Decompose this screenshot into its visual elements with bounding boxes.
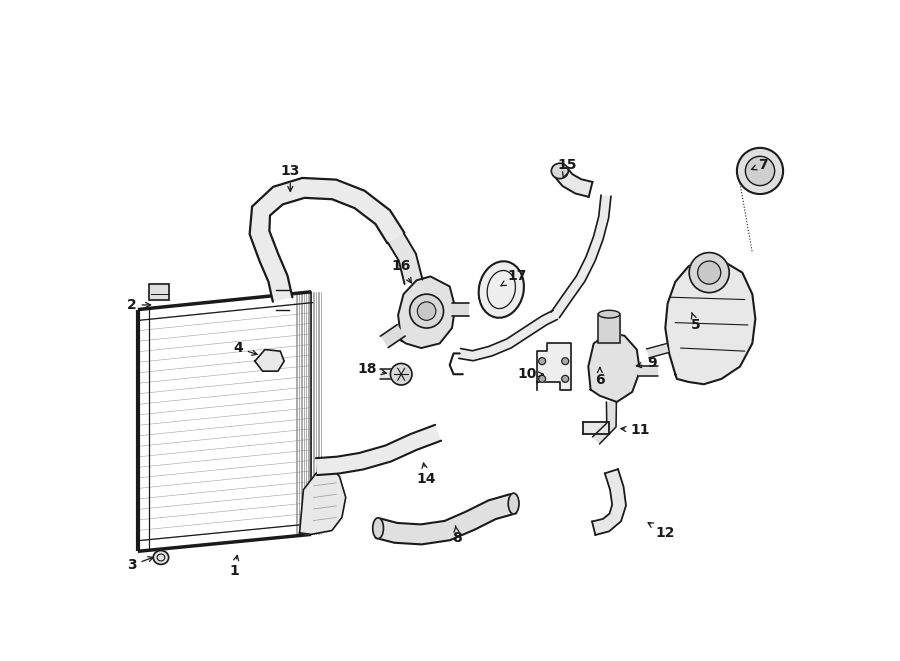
Text: 2: 2 xyxy=(127,298,150,312)
Polygon shape xyxy=(536,344,571,389)
Polygon shape xyxy=(300,465,346,534)
Polygon shape xyxy=(316,425,441,475)
Polygon shape xyxy=(375,494,517,545)
Circle shape xyxy=(689,253,729,293)
Circle shape xyxy=(538,375,545,382)
Polygon shape xyxy=(554,166,592,197)
Bar xyxy=(149,284,169,299)
Text: 7: 7 xyxy=(752,158,768,172)
Polygon shape xyxy=(592,469,626,535)
Polygon shape xyxy=(459,311,557,361)
Text: 4: 4 xyxy=(233,341,257,355)
Circle shape xyxy=(562,375,569,382)
Ellipse shape xyxy=(153,551,168,564)
Circle shape xyxy=(737,148,783,194)
Polygon shape xyxy=(592,402,617,444)
Polygon shape xyxy=(381,369,393,379)
Text: 12: 12 xyxy=(648,523,675,540)
Text: 3: 3 xyxy=(127,557,153,572)
Bar xyxy=(598,314,620,344)
Polygon shape xyxy=(452,303,469,317)
Text: 5: 5 xyxy=(691,313,701,332)
Ellipse shape xyxy=(373,518,383,539)
Circle shape xyxy=(698,261,721,284)
Text: 17: 17 xyxy=(501,270,526,286)
Text: 11: 11 xyxy=(621,424,650,438)
Circle shape xyxy=(562,358,569,365)
Text: 1: 1 xyxy=(230,555,239,578)
Ellipse shape xyxy=(479,261,524,318)
Text: 16: 16 xyxy=(392,259,411,283)
Text: 14: 14 xyxy=(417,463,436,486)
Polygon shape xyxy=(665,258,755,384)
Polygon shape xyxy=(638,366,658,376)
Circle shape xyxy=(418,302,436,321)
Ellipse shape xyxy=(598,310,620,318)
Bar xyxy=(149,284,169,299)
Bar xyxy=(598,314,620,344)
Text: 13: 13 xyxy=(281,164,300,192)
Polygon shape xyxy=(255,350,284,371)
Polygon shape xyxy=(551,195,611,318)
Text: 6: 6 xyxy=(595,368,605,387)
Polygon shape xyxy=(398,276,455,348)
Text: 18: 18 xyxy=(357,362,386,376)
Polygon shape xyxy=(589,332,640,402)
Polygon shape xyxy=(138,292,311,551)
Ellipse shape xyxy=(552,163,568,178)
Text: 10: 10 xyxy=(517,368,543,381)
Polygon shape xyxy=(583,422,609,434)
Polygon shape xyxy=(388,233,422,284)
Circle shape xyxy=(538,358,545,365)
Polygon shape xyxy=(646,344,669,358)
Text: 9: 9 xyxy=(636,356,657,370)
Polygon shape xyxy=(381,325,405,348)
Ellipse shape xyxy=(508,493,519,514)
Text: 8: 8 xyxy=(453,525,463,545)
Circle shape xyxy=(410,294,444,328)
Text: 15: 15 xyxy=(558,158,577,178)
Circle shape xyxy=(391,364,412,385)
Circle shape xyxy=(745,156,775,186)
Polygon shape xyxy=(249,178,404,301)
